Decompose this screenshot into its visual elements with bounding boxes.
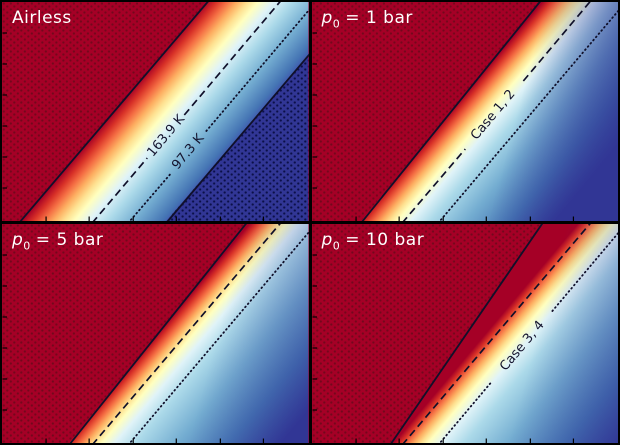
contour-line-dashed bbox=[402, 224, 591, 443]
title-text: Airless bbox=[12, 8, 72, 28]
axis-ticks bbox=[312, 32, 574, 221]
contour-line-dotted bbox=[128, 231, 309, 443]
panel-title: p0 = 10 bar bbox=[322, 230, 425, 253]
panel-10-bar: Case 3, 4 p0 = 10 bar bbox=[311, 224, 618, 443]
title-subscript: 0 bbox=[332, 17, 341, 31]
hot-region-hatch bbox=[311, 224, 542, 443]
title-subscript: 0 bbox=[332, 239, 341, 253]
panel-title: p0 = 5 bar bbox=[12, 230, 103, 253]
panel-title: p0 = 1 bar bbox=[322, 8, 413, 31]
contour-line-dotted bbox=[438, 9, 618, 221]
hot-region-hatch bbox=[2, 224, 246, 443]
solid-boundary-line-hot bbox=[19, 2, 209, 221]
panel-5-bar: p0 = 5 bar bbox=[2, 224, 309, 443]
title-variable: p bbox=[12, 230, 24, 250]
contour-line-dashed bbox=[92, 224, 281, 443]
heatmap-canvas-airless: 163.9 K 97.3 K bbox=[2, 2, 309, 221]
solid-boundary-line-cold bbox=[166, 54, 309, 221]
heatmap-canvas-10-bar: Case 3, 4 bbox=[311, 224, 618, 443]
title-text: = 5 bar bbox=[35, 230, 104, 250]
panel-airless: 163.9 K 97.3 K Airless bbox=[2, 2, 309, 221]
solid-boundary-line-hot bbox=[361, 2, 541, 221]
heatmap-canvas-5-bar bbox=[2, 224, 309, 443]
panel-title: Airless bbox=[12, 8, 72, 31]
hot-region-hatch bbox=[311, 2, 539, 221]
contour-line-dotted bbox=[128, 9, 309, 221]
axis-ticks bbox=[312, 254, 574, 443]
title-text: = 1 bar bbox=[345, 8, 413, 28]
title-text: = 10 bar bbox=[345, 230, 425, 250]
solid-boundary-line-hot bbox=[389, 224, 543, 443]
solid-boundary-line-hot bbox=[69, 224, 247, 443]
title-subscript: 0 bbox=[23, 239, 31, 253]
title-variable: p bbox=[321, 8, 333, 28]
contour-line-dotted bbox=[438, 231, 618, 443]
panel-1-bar: Case 1, 2 p0 = 1 bar bbox=[311, 2, 618, 221]
axis-ticks bbox=[2, 32, 265, 221]
hot-region-hatch bbox=[2, 2, 208, 221]
axis-ticks bbox=[2, 254, 265, 443]
contour-line-dashed bbox=[92, 2, 281, 221]
heatmap-canvas-1-bar: Case 1, 2 bbox=[311, 2, 618, 221]
contour-line-dashed bbox=[402, 2, 591, 221]
title-variable: p bbox=[321, 230, 333, 250]
